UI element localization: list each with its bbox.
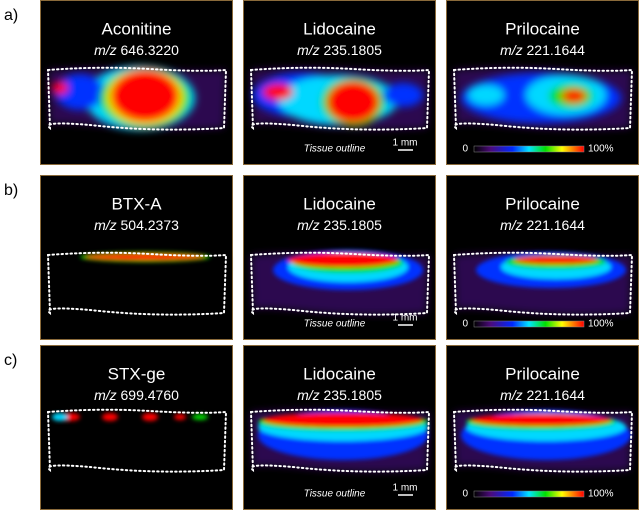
panel: STX-ge m/z 699.4760 [41, 346, 233, 510]
colorbar-max: 100% [588, 489, 614, 500]
panel: Lidocaine m/z 235.1805 Tissue outline 1 mm [244, 176, 436, 340]
scale-label: 1 mm [393, 138, 418, 149]
heatmap [461, 73, 621, 123]
tissue-outline-note: Tissue outline [304, 489, 366, 500]
panel: Prilocaine m/z 221.1644 0 100% [447, 346, 639, 510]
mz-value: 235.1805 [324, 217, 383, 233]
compound-name: Lidocaine [303, 194, 376, 213]
colorbar [474, 491, 584, 497]
mz-label: m/z [297, 387, 320, 403]
tissue-outline-note: Tissue outline [304, 319, 366, 330]
intensity-blob [263, 84, 293, 100]
row-label: b) [4, 182, 18, 199]
intensity-blob [471, 414, 611, 426]
colorbar-max: 100% [588, 319, 614, 330]
row-label: a) [4, 7, 18, 24]
mz-line: m/z 504.2373 [94, 217, 179, 233]
intensity-blob [52, 413, 68, 421]
tissue-outline-note: Tissue outline [304, 144, 366, 155]
intensity-blob [263, 413, 423, 427]
mz-value: 504.2373 [121, 217, 180, 233]
panel: Prilocaine m/z 221.1644 0 100% [447, 176, 639, 340]
colorbar-max: 100% [588, 144, 614, 155]
compound-name: Lidocaine [303, 364, 376, 383]
intensity-blob [52, 82, 68, 94]
heatmap [258, 410, 428, 460]
intensity-blob [142, 413, 158, 421]
panel: Lidocaine m/z 235.1805 Tissue outline 1 mm [244, 1, 436, 165]
panel: Aconitine m/z 646.3220 [41, 1, 233, 165]
intensity-blob [85, 254, 205, 261]
mz-value: 235.1805 [324, 42, 383, 58]
scale-label: 1 mm [393, 313, 418, 324]
mz-value: 646.3220 [121, 42, 180, 58]
mz-label: m/z [297, 42, 320, 58]
row-label: c) [4, 352, 17, 369]
mz-value: 221.1644 [527, 217, 586, 233]
intensity-blob [562, 89, 586, 103]
heatmap [476, 252, 626, 288]
compound-name: Prilocaine [505, 19, 580, 38]
heatmap [461, 410, 631, 460]
mz-value: 699.4760 [121, 387, 180, 403]
intensity-blob [174, 414, 186, 420]
mz-line: m/z 221.1644 [500, 217, 585, 233]
intensity-blob [111, 70, 179, 122]
scale-label: 1 mm [393, 483, 418, 494]
mz-label: m/z [500, 42, 523, 58]
panel: Prilocaine m/z 221.1644 0 100% [447, 1, 639, 165]
colorbar-min: 0 [462, 144, 468, 155]
compound-name: Prilocaine [505, 364, 580, 383]
figure: a) Aconitine m/z 646.3220 Lidocaine m/z 235.… [0, 0, 639, 510]
panel: Lidocaine m/z 235.1805 Tissue outline 1 mm [244, 346, 436, 510]
mz-line: m/z 221.1644 [500, 42, 585, 58]
mz-label: m/z [500, 387, 523, 403]
colorbar-min: 0 [462, 489, 468, 500]
mz-value: 235.1805 [324, 387, 383, 403]
intensity-blob [514, 256, 598, 264]
mz-line: m/z 235.1805 [297, 217, 382, 233]
mz-label: m/z [94, 217, 117, 233]
colorbar-min: 0 [462, 319, 468, 330]
intensity-blob [192, 414, 208, 420]
compound-name: Lidocaine [303, 19, 376, 38]
mz-label: m/z [297, 217, 320, 233]
mz-label: m/z [500, 217, 523, 233]
intensity-blob [327, 81, 379, 123]
colorbar [474, 321, 584, 327]
mz-line: m/z 235.1805 [297, 387, 382, 403]
mz-label: m/z [94, 42, 117, 58]
mz-line: m/z 646.3220 [94, 42, 179, 58]
mz-value: 221.1644 [527, 42, 586, 58]
compound-name: STX-ge [108, 364, 166, 383]
colorbar [474, 146, 584, 152]
mz-line: m/z 699.4760 [94, 387, 179, 403]
compound-name: Prilocaine [505, 194, 580, 213]
mz-line: m/z 235.1805 [297, 42, 382, 58]
intensity-blob [383, 83, 423, 107]
tissue [48, 253, 226, 315]
mz-label: m/z [94, 387, 117, 403]
mz-value: 221.1644 [527, 387, 586, 403]
mz-line: m/z 221.1644 [500, 387, 585, 403]
panel: BTX-A m/z 504.2373 [41, 176, 233, 340]
compound-name: BTX-A [111, 194, 162, 213]
intensity-blob [102, 413, 118, 421]
compound-name: Aconitine [102, 19, 172, 38]
intensity-blob [468, 85, 504, 105]
